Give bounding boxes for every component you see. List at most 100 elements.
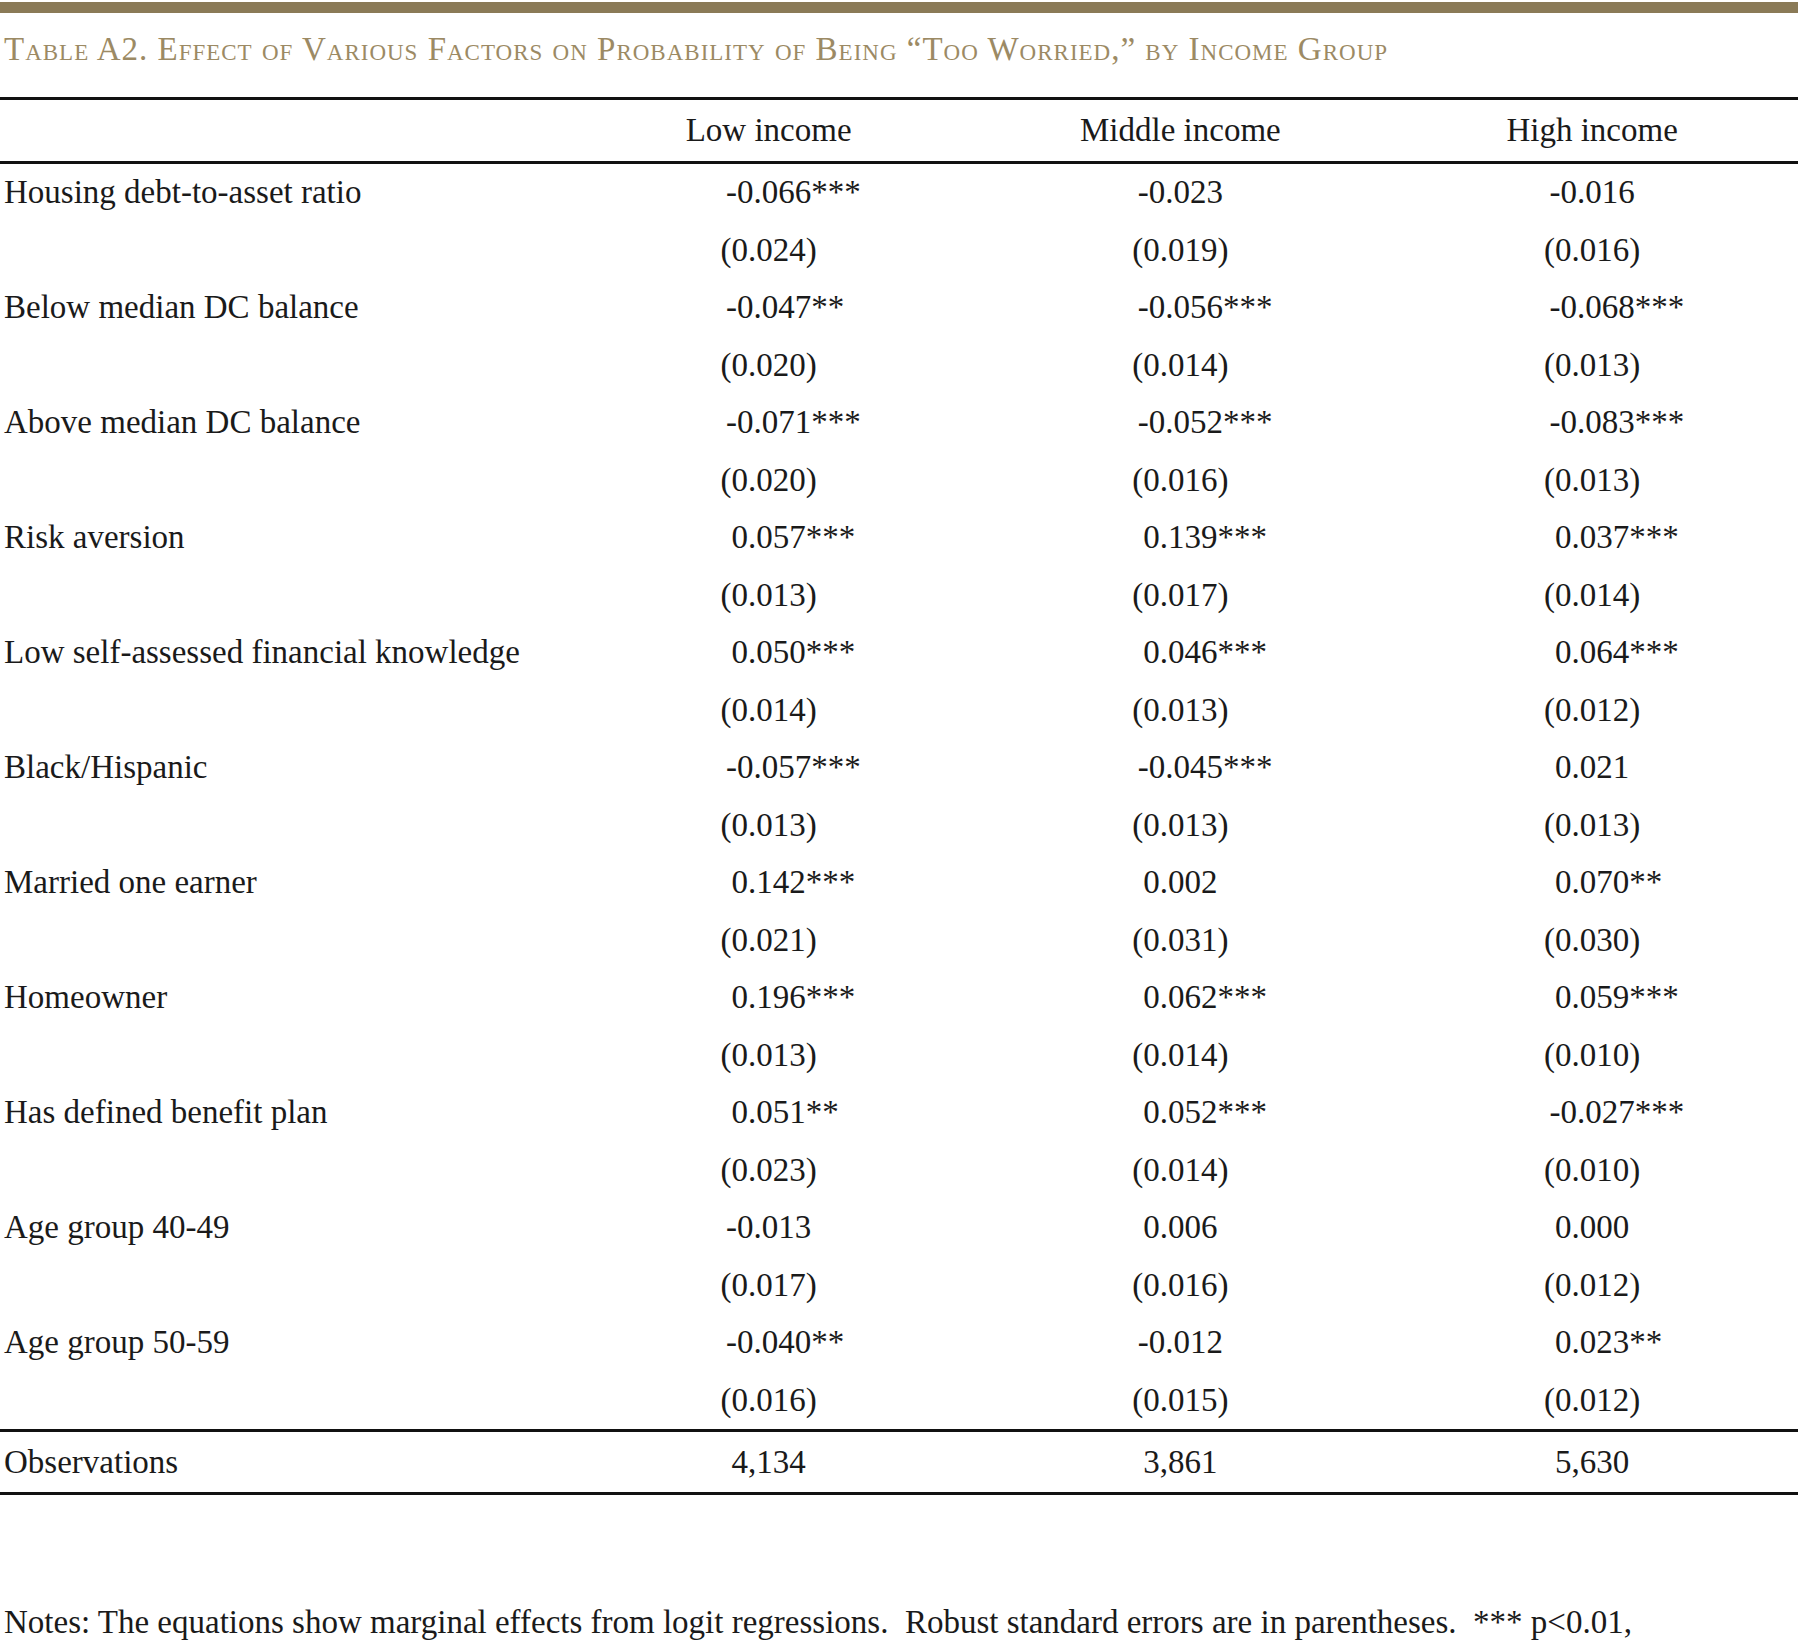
stderr-row: (0.017)(0.016)(0.012) (0, 1257, 1798, 1315)
observations-high: 5,630 (1386, 1444, 1798, 1481)
coefficient-cell: -0.013 (563, 1209, 975, 1246)
stderr-cell: (0.013) (1386, 462, 1798, 499)
stderr-row: (0.014)(0.013)(0.012) (0, 682, 1798, 740)
coefficient-value: 0.059 (1555, 979, 1629, 1016)
coefficient-value: -0.045 (1138, 749, 1223, 786)
coefficient-cell: -0.012 (975, 1324, 1387, 1361)
coefficient-cell: 0.050*** (563, 634, 975, 671)
coefficient-value: -0.040 (726, 1324, 811, 1361)
stderr-cell: (0.012) (1386, 692, 1798, 729)
stderr-cell: (0.012) (1386, 1267, 1798, 1304)
coefficient-cell: 0.059*** (1386, 979, 1798, 1016)
stderr-row: (0.024)(0.019)(0.016) (0, 222, 1798, 280)
stderr-cell: (0.017) (563, 1267, 975, 1304)
table-bottom-rule (0, 1492, 1798, 1495)
coefficient-cell: -0.040** (563, 1324, 975, 1361)
notes-line-1: Notes: The equations show marginal effec… (4, 1601, 1788, 1643)
coefficient-cell: 0.023** (1386, 1324, 1798, 1361)
coefficient-cell: 0.142*** (563, 864, 975, 901)
coefficient-value: 0.062 (1143, 979, 1217, 1016)
stderr-cell: (0.010) (1386, 1152, 1798, 1189)
coefficient-value: -0.068 (1549, 289, 1634, 326)
coefficient-cell: 0.062*** (975, 979, 1387, 1016)
coefficient-cell: -0.056*** (975, 289, 1387, 326)
stderr-cell: (0.014) (975, 347, 1387, 384)
coefficient-cell: -0.052*** (975, 404, 1387, 441)
coefficient-value: 0.070 (1555, 864, 1629, 901)
coefficient-cell: 0.052*** (975, 1094, 1387, 1131)
stderr-row: (0.013)(0.014)(0.010) (0, 1027, 1798, 1085)
coefficient-cell: -0.023 (975, 174, 1387, 211)
stderr-cell: (0.014) (1386, 577, 1798, 614)
coefficient-row: Homeowner0.196***0.062***0.059*** (0, 969, 1798, 1027)
stderr-cell: (0.016) (975, 462, 1387, 499)
coefficient-cell: 0.064*** (1386, 634, 1798, 671)
coefficient-cell: -0.071*** (563, 404, 975, 441)
stderr-cell: (0.013) (975, 692, 1387, 729)
coefficient-row: Housing debt-to-asset ratio-0.066***-0.0… (0, 164, 1798, 222)
regression-table: Low income Middle income High income Hou… (0, 97, 1798, 1495)
stderr-row: (0.013)(0.013)(0.013) (0, 797, 1798, 855)
observations-middle: 3,861 (975, 1444, 1387, 1481)
stderr-row: (0.021)(0.031)(0.030) (0, 912, 1798, 970)
coefficient-value: 0.050 (732, 634, 806, 671)
header-high-income: High income (1386, 112, 1798, 149)
coefficient-cell: -0.083*** (1386, 404, 1798, 441)
coefficient-row: Age group 50-59-0.040**-0.0120.023** (0, 1314, 1798, 1372)
stderr-cell: (0.020) (563, 347, 975, 384)
header-middle-income: Middle income (975, 112, 1387, 149)
row-label: Homeowner (0, 979, 563, 1016)
stderr-cell: (0.016) (563, 1382, 975, 1419)
coefficient-value: 0.023 (1555, 1324, 1629, 1361)
coefficient-value: -0.057 (726, 749, 811, 786)
stderr-cell: (0.014) (975, 1152, 1387, 1189)
coefficient-value: -0.056 (1138, 289, 1223, 326)
coefficient-row: Has defined benefit plan0.051**0.052***-… (0, 1084, 1798, 1142)
coefficient-value: 0.051 (732, 1094, 806, 1131)
coefficient-value: 0.142 (732, 864, 806, 901)
observations-low: 4,134 (563, 1444, 975, 1481)
coefficient-value: -0.071 (726, 404, 811, 441)
row-label: Age group 50-59 (0, 1324, 563, 1361)
coefficient-value: 0.057 (732, 519, 806, 556)
stderr-row: (0.020)(0.016)(0.013) (0, 452, 1798, 510)
coefficient-value: 0.037 (1555, 519, 1629, 556)
row-label: Above median DC balance (0, 404, 563, 441)
paper-table-page: Table A2. Effect of Various Factors on P… (0, 0, 1798, 1650)
coefficient-row: Low self-assessed financial knowledge0.0… (0, 624, 1798, 682)
coefficient-cell: 0.021 (1386, 749, 1798, 786)
coefficient-cell: -0.016 (1386, 174, 1798, 211)
coefficient-value: -0.066 (726, 174, 811, 211)
coefficient-row: Married one earner0.142***0.0020.070** (0, 854, 1798, 912)
coefficient-row: Risk aversion0.057***0.139***0.037*** (0, 509, 1798, 567)
table-header-row: Low income Middle income High income (0, 100, 1798, 161)
coefficient-cell: -0.066*** (563, 174, 975, 211)
table-title: Table A2. Effect of Various Factors on P… (4, 27, 1798, 71)
row-label: Risk aversion (0, 519, 563, 556)
stderr-cell: (0.024) (563, 232, 975, 269)
coefficient-value: 0.196 (732, 979, 806, 1016)
coefficient-cell: -0.045*** (975, 749, 1387, 786)
stderr-cell: (0.014) (975, 1037, 1387, 1074)
stderr-cell: (0.013) (563, 577, 975, 614)
coefficient-cell: -0.068*** (1386, 289, 1798, 326)
coefficient-cell: 0.057*** (563, 519, 975, 556)
coefficient-value: 0.052 (1143, 1094, 1217, 1131)
stderr-cell: (0.031) (975, 922, 1387, 959)
coefficient-cell: 0.046*** (975, 634, 1387, 671)
stderr-cell: (0.017) (975, 577, 1387, 614)
stderr-cell: (0.012) (1386, 1382, 1798, 1419)
stderr-cell: (0.013) (563, 807, 975, 844)
stderr-cell: (0.015) (975, 1382, 1387, 1419)
coefficient-cell: 0.037*** (1386, 519, 1798, 556)
coefficient-cell: 0.070** (1386, 864, 1798, 901)
top-accent-bar (0, 2, 1798, 13)
coefficient-value: -0.083 (1549, 404, 1634, 441)
header-low-income: Low income (563, 112, 975, 149)
coefficient-row: Above median DC balance-0.071***-0.052**… (0, 394, 1798, 452)
stderr-cell: (0.013) (1386, 807, 1798, 844)
coefficient-cell: -0.057*** (563, 749, 975, 786)
coefficient-cell: 0.196*** (563, 979, 975, 1016)
table-notes: Notes: The equations show marginal effec… (4, 1517, 1788, 1650)
stderr-cell: (0.030) (1386, 922, 1798, 959)
